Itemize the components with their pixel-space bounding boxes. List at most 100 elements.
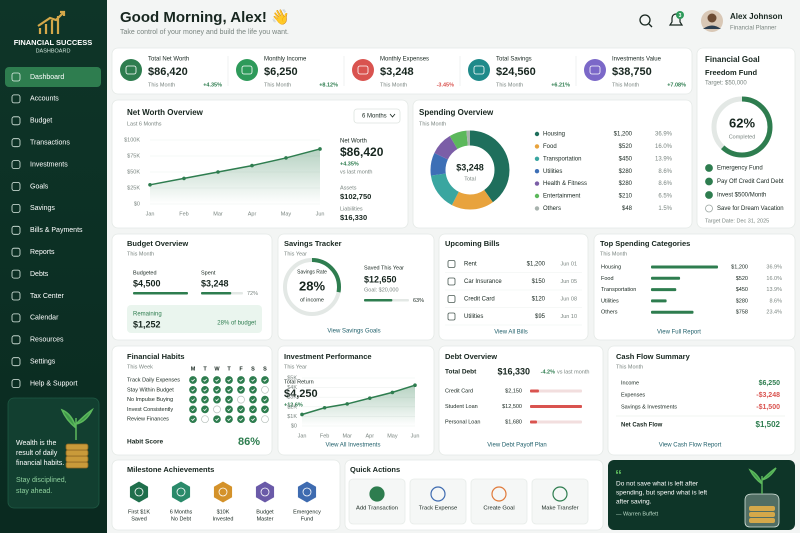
label: This Month bbox=[419, 121, 446, 127]
habit-check bbox=[225, 415, 233, 424]
nav-item[interactable]: Accounts bbox=[30, 96, 59, 103]
nav-item[interactable]: Reports bbox=[30, 249, 55, 256]
coin bbox=[749, 506, 775, 511]
label: $102,750 bbox=[340, 192, 371, 201]
habit-check bbox=[189, 385, 197, 394]
nav-item[interactable]: Transactions bbox=[30, 140, 70, 147]
bar bbox=[530, 389, 539, 393]
link[interactable]: View Debt Payoff Plan bbox=[487, 443, 546, 449]
link[interactable]: View Full Report bbox=[657, 330, 701, 336]
check-mark bbox=[251, 417, 255, 421]
bar bbox=[530, 405, 582, 408]
chevron bbox=[389, 113, 396, 118]
kpi-icon bbox=[236, 59, 258, 81]
link[interactable]: View All Bills bbox=[494, 330, 528, 336]
label: Liabilities bbox=[340, 206, 363, 212]
nav-icon bbox=[11, 335, 21, 345]
link[interactable]: View Savings Goals bbox=[327, 329, 380, 335]
nav-item[interactable]: Bills & Payments bbox=[30, 227, 83, 234]
label: Financial Habits bbox=[127, 352, 185, 361]
plant bbox=[60, 407, 94, 440]
label: Budgeted bbox=[133, 270, 157, 276]
label: Utilities bbox=[543, 169, 562, 175]
nav-item[interactable]: Investments bbox=[30, 161, 68, 168]
kpi-value: $24,560 bbox=[496, 66, 536, 78]
check-mark bbox=[251, 408, 255, 412]
label: $48 bbox=[622, 206, 633, 212]
dropdown[interactable] bbox=[353, 108, 401, 124]
kpi-icon bbox=[357, 65, 369, 75]
label: Top Spending Categories bbox=[600, 239, 690, 248]
label: 13.9% bbox=[766, 287, 782, 293]
donut-segment bbox=[430, 130, 510, 210]
check-mark bbox=[227, 388, 231, 392]
label: $95 bbox=[535, 314, 546, 320]
nav-icon bbox=[11, 94, 21, 104]
nav-icon bbox=[11, 225, 21, 235]
day-label: T bbox=[227, 366, 231, 372]
nav-item[interactable]: Help & Support bbox=[30, 380, 78, 387]
kpi-icon bbox=[241, 65, 253, 75]
bill-icon bbox=[447, 277, 456, 286]
y-tick-label: $0 bbox=[134, 201, 140, 207]
habit-check bbox=[189, 395, 197, 404]
nav-item[interactable]: Calendar bbox=[30, 315, 59, 322]
coin bbox=[65, 443, 89, 451]
habit-check bbox=[225, 405, 233, 414]
label: Credit Card bbox=[445, 388, 473, 394]
label: financial habits. bbox=[16, 460, 64, 467]
bar bbox=[651, 288, 677, 292]
label: $4,500 bbox=[133, 278, 161, 288]
card bbox=[593, 233, 796, 341]
label: Saved This Year bbox=[364, 265, 404, 271]
label: vs last month bbox=[340, 169, 372, 175]
nav-item[interactable]: Dashboard bbox=[30, 74, 64, 81]
label: Target Date: Dec 31, 2025 bbox=[705, 218, 769, 224]
y-tick-label: $75K bbox=[127, 153, 140, 159]
point bbox=[368, 396, 372, 400]
bar-track bbox=[530, 389, 582, 393]
badge bbox=[212, 480, 234, 504]
check-mark bbox=[191, 408, 195, 412]
coin bbox=[749, 518, 775, 523]
nav-item[interactable]: Resources bbox=[30, 337, 64, 344]
check-mark bbox=[227, 408, 231, 412]
badge-icon bbox=[302, 487, 312, 497]
kpi-icon bbox=[468, 59, 490, 81]
link[interactable]: View All Investments bbox=[326, 443, 381, 449]
legend-dot bbox=[534, 156, 540, 161]
check-mark bbox=[239, 378, 243, 382]
nav-item[interactable]: Settings bbox=[30, 359, 56, 366]
label: Jun 08 bbox=[560, 296, 577, 302]
nav-item[interactable]: Debts bbox=[30, 271, 49, 278]
y-tick-label: $100K bbox=[124, 137, 140, 143]
label: Food bbox=[543, 144, 557, 150]
plant bbox=[748, 467, 777, 494]
habit-check bbox=[213, 405, 221, 414]
label: This Month bbox=[600, 251, 627, 257]
check-mark bbox=[239, 417, 243, 421]
nav-item[interactable]: Tax Center bbox=[30, 293, 65, 300]
bill-icon bbox=[447, 312, 456, 321]
label: -3.45% bbox=[437, 82, 455, 88]
nav-active bbox=[5, 67, 101, 87]
label: Quick Actions bbox=[350, 465, 400, 474]
nav-item[interactable]: Savings bbox=[30, 205, 55, 212]
point bbox=[318, 147, 322, 151]
quote-card bbox=[608, 460, 795, 530]
label: $280 bbox=[619, 181, 633, 187]
nav-item[interactable]: Goals bbox=[30, 183, 49, 190]
label: Habit Score bbox=[127, 439, 164, 446]
nav-icon bbox=[11, 291, 21, 301]
label: $450 bbox=[736, 287, 748, 293]
check-mark bbox=[215, 398, 219, 402]
label: 36.9% bbox=[766, 264, 782, 270]
check-mark bbox=[239, 408, 243, 412]
check-mark bbox=[239, 388, 243, 392]
label: $86,420 bbox=[340, 145, 384, 159]
nav-item[interactable]: Budget bbox=[30, 118, 52, 125]
label: Spent bbox=[201, 270, 216, 276]
check-mark bbox=[191, 388, 195, 392]
link[interactable]: View Cash Flow Report bbox=[659, 443, 722, 449]
